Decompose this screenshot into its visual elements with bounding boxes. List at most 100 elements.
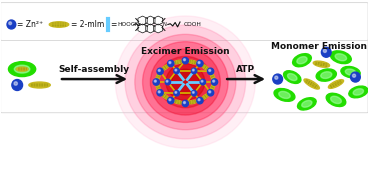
Ellipse shape [49,22,69,27]
Ellipse shape [293,54,311,67]
Polygon shape [153,24,163,33]
Ellipse shape [279,91,290,98]
FancyBboxPatch shape [1,4,368,113]
Circle shape [9,22,12,25]
Ellipse shape [330,51,351,64]
Circle shape [158,69,160,71]
Ellipse shape [274,89,295,101]
Ellipse shape [174,100,182,104]
Circle shape [323,49,327,52]
Circle shape [200,79,206,85]
Circle shape [158,91,160,93]
Text: HOOC: HOOC [117,22,135,27]
Ellipse shape [201,64,209,70]
Text: ATP: ATP [236,65,255,74]
Text: COOH: COOH [183,22,201,27]
Ellipse shape [135,34,236,130]
Circle shape [166,80,168,82]
Polygon shape [153,16,163,25]
Ellipse shape [313,61,330,67]
Circle shape [191,90,197,96]
Ellipse shape [166,64,205,100]
Circle shape [198,99,200,101]
FancyBboxPatch shape [1,3,368,40]
Ellipse shape [316,69,336,81]
Circle shape [209,69,211,71]
Ellipse shape [353,89,364,95]
Ellipse shape [125,25,246,139]
Ellipse shape [211,72,215,81]
Ellipse shape [288,74,297,80]
Circle shape [169,99,171,101]
Circle shape [154,80,156,82]
Ellipse shape [16,67,28,71]
Ellipse shape [349,86,368,98]
Ellipse shape [188,60,197,64]
Ellipse shape [326,93,346,106]
Circle shape [213,80,215,82]
Text: Self-assembly: Self-assembly [59,65,130,74]
Ellipse shape [156,72,160,81]
Circle shape [192,92,194,93]
Ellipse shape [328,80,344,88]
Text: =: = [110,20,117,29]
Ellipse shape [172,69,199,95]
Circle shape [211,79,218,85]
Circle shape [168,60,174,67]
Ellipse shape [162,64,169,70]
Circle shape [153,79,159,85]
Circle shape [169,62,171,64]
Circle shape [198,62,200,64]
Ellipse shape [321,72,332,78]
Circle shape [321,47,331,57]
Circle shape [182,57,189,64]
Text: Excimer Emission: Excimer Emission [141,47,230,56]
Text: N: N [162,22,166,27]
Circle shape [191,68,197,74]
Ellipse shape [29,82,50,88]
Circle shape [208,68,214,74]
Ellipse shape [162,94,169,100]
Polygon shape [146,24,155,33]
Ellipse shape [331,96,341,104]
Ellipse shape [297,57,307,64]
Ellipse shape [115,16,255,148]
Ellipse shape [8,62,36,77]
Ellipse shape [211,83,215,92]
Ellipse shape [158,56,212,108]
Circle shape [350,72,360,82]
Polygon shape [146,16,155,25]
Ellipse shape [335,54,347,61]
Circle shape [197,60,203,67]
Polygon shape [138,24,147,33]
Circle shape [183,101,186,104]
Circle shape [175,92,177,93]
Circle shape [183,59,186,61]
Ellipse shape [143,42,228,122]
Circle shape [273,74,282,84]
Circle shape [14,82,17,85]
Circle shape [209,91,211,93]
Circle shape [168,97,174,104]
Circle shape [157,68,163,74]
Circle shape [157,90,163,96]
Ellipse shape [297,98,316,110]
Circle shape [174,68,179,74]
Text: N: N [135,22,139,27]
Circle shape [353,74,356,77]
Circle shape [275,76,278,79]
Circle shape [208,90,214,96]
Circle shape [175,69,177,71]
Circle shape [182,100,189,107]
Text: Monomer Emission: Monomer Emission [271,42,367,51]
Circle shape [192,69,194,71]
Ellipse shape [201,94,209,100]
Circle shape [12,80,23,90]
Circle shape [165,79,170,85]
Text: = 2-mIm: = 2-mIm [71,20,104,29]
Ellipse shape [156,83,160,92]
Ellipse shape [284,71,301,83]
Ellipse shape [345,69,356,75]
Polygon shape [138,16,147,25]
Circle shape [197,97,203,104]
